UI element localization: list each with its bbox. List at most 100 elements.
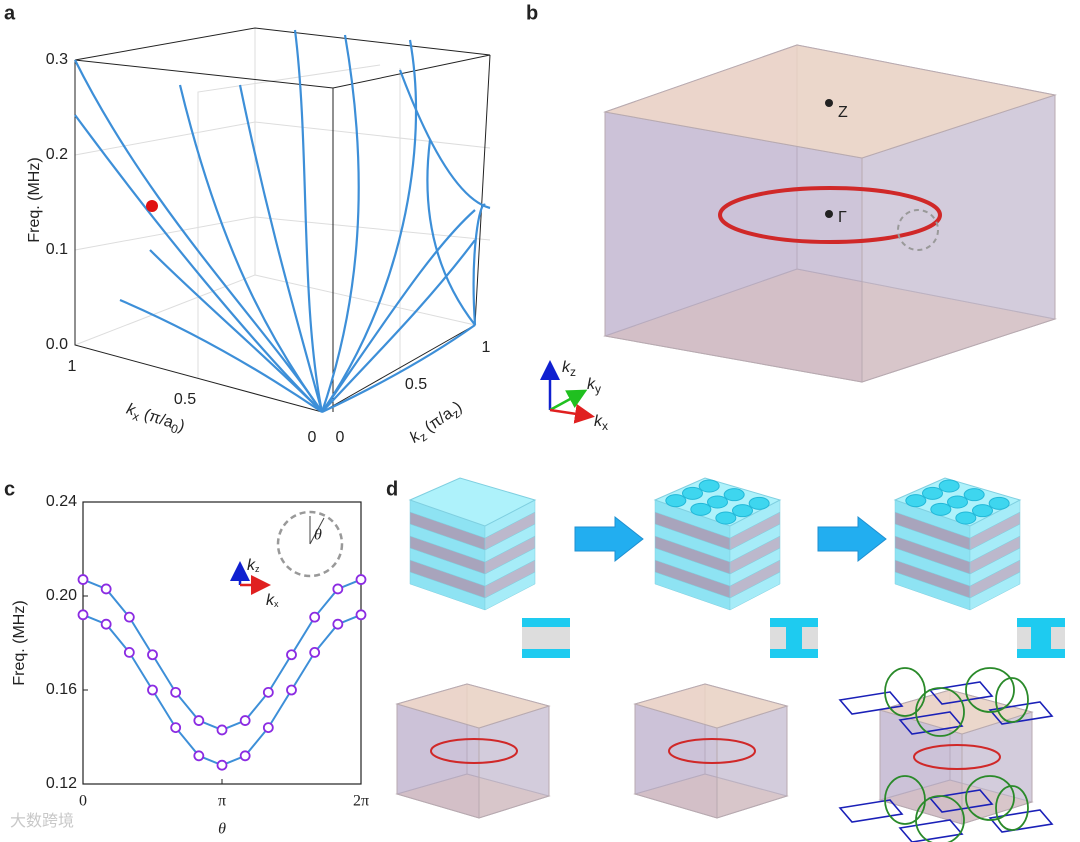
x-tick-label: 0 — [79, 793, 87, 810]
blue-loop — [898, 819, 964, 842]
point — [355, 609, 367, 621]
hole — [938, 479, 960, 493]
y-axis-label: Freq. (MHz) — [11, 600, 28, 685]
arrow — [574, 515, 644, 563]
point — [216, 724, 228, 736]
point — [239, 750, 251, 762]
point — [332, 583, 344, 595]
point-z — [825, 99, 833, 107]
point — [262, 686, 274, 698]
hole — [732, 504, 753, 518]
axis-label: kz — [247, 557, 260, 574]
x-tick-label: 2π — [353, 793, 369, 810]
kz-tick-label: 0 — [336, 429, 345, 446]
point — [147, 649, 158, 661]
point — [286, 684, 297, 696]
z-tick-label: 0.3 — [46, 51, 68, 68]
nodal-ring — [430, 738, 518, 764]
hole — [723, 488, 745, 502]
point — [100, 618, 112, 630]
front-face — [604, 111, 863, 383]
z-axis-label: Freq. (MHz) — [26, 157, 43, 242]
blue-loop — [898, 711, 964, 735]
panel-label: d — [386, 478, 398, 500]
blue-loop — [928, 681, 994, 705]
point — [193, 715, 205, 726]
kx-tick-label: 1 — [68, 358, 77, 375]
point — [100, 583, 112, 595]
point-label: Γ — [838, 209, 847, 226]
hole — [922, 486, 943, 500]
hole — [715, 511, 737, 525]
layer-top — [408, 477, 537, 527]
green-loop — [965, 667, 1015, 713]
kx-ticks: 1 0.5 0 0 0.5 1 — [68, 339, 491, 446]
hole — [707, 495, 728, 509]
point — [262, 722, 274, 733]
arrow — [817, 515, 887, 563]
hole — [665, 494, 687, 508]
panel-label: a — [4, 2, 16, 24]
structures — [395, 477, 1065, 842]
kx-tick-label: 0 — [308, 429, 317, 446]
icon-bar — [522, 618, 570, 627]
green-loop — [915, 795, 965, 842]
point — [239, 715, 251, 726]
icon-neck — [1031, 627, 1051, 649]
green-loop — [995, 677, 1029, 723]
green-loop — [995, 785, 1029, 831]
nodal-ring — [718, 186, 942, 244]
icon-bar — [522, 649, 570, 658]
small-box — [878, 689, 1034, 825]
point — [355, 574, 367, 585]
inset: θ kz kx — [230, 510, 344, 609]
icon-neck — [786, 627, 802, 649]
blue-loop — [928, 789, 994, 813]
point-label: Z — [838, 104, 848, 121]
point — [123, 647, 135, 658]
hole — [972, 504, 993, 518]
axis-label: kx — [594, 413, 608, 433]
kz-tick-label: 1 — [482, 339, 491, 356]
kx-tick-label: 0.5 — [174, 391, 196, 408]
dashed-circle — [897, 209, 939, 251]
plot-frame — [82, 501, 362, 785]
y-tick-label: 0.24 — [46, 493, 77, 510]
point-gamma — [825, 210, 833, 218]
angle-label: θ — [314, 527, 322, 544]
axis-label: ky — [587, 376, 601, 396]
point — [77, 574, 89, 585]
hole — [905, 494, 927, 508]
panel-label: b — [526, 2, 538, 24]
small-box — [633, 683, 789, 819]
green-loop — [884, 667, 926, 717]
point — [332, 618, 344, 630]
y-tick-label: 0.12 — [46, 775, 77, 792]
hole — [748, 496, 770, 510]
axis-label: kx — [266, 592, 279, 609]
small-box — [395, 683, 551, 819]
hole — [930, 502, 952, 516]
point — [170, 722, 182, 733]
nodal-ring — [668, 738, 756, 764]
point — [309, 647, 321, 658]
degenerate-point — [146, 200, 158, 212]
x-tick-label: π — [218, 793, 226, 810]
green-loop — [884, 775, 926, 825]
green-loop — [915, 687, 965, 737]
blue-loop — [988, 701, 1054, 725]
panel-c: c Freq. (MHz) θ 0.12 0.16 0.20 0.24 0 π 2π θ k… — [4, 478, 369, 837]
axis-label: kz — [562, 359, 576, 379]
hole — [698, 479, 720, 493]
point — [77, 609, 89, 621]
kz-label: kz (π/az) — [407, 399, 467, 449]
panel-a: a Freq. (MHz) 0.30.20.10.0 10.50 00.51 kx… — [4, 2, 491, 449]
panel-label: c — [4, 478, 15, 500]
point — [286, 649, 297, 661]
point — [193, 750, 205, 762]
hole — [682, 486, 703, 500]
top-face — [633, 683, 789, 729]
y-tick-label: 0.16 — [46, 681, 77, 698]
icon-bar — [1017, 649, 1065, 658]
